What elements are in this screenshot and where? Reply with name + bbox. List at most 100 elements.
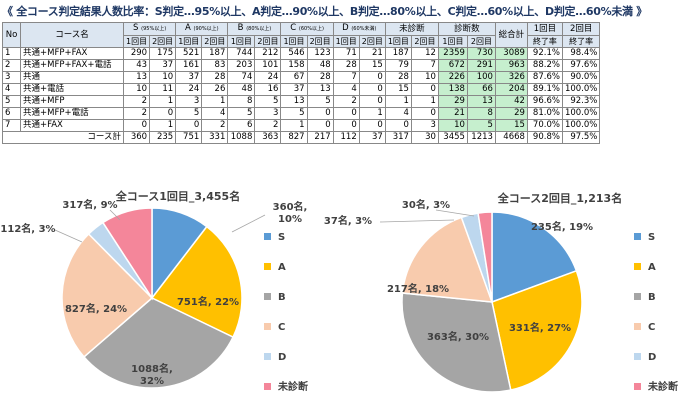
leader-line-5 xyxy=(109,209,121,221)
header-no: No xyxy=(2,22,21,48)
legend-label-2: B xyxy=(278,292,286,303)
cell-value: 175 xyxy=(149,47,177,60)
pie-slice-2 xyxy=(82,297,235,389)
cell-value: 0 xyxy=(410,83,439,96)
legend-swatch-3 xyxy=(264,323,271,330)
data-label-3: 217名, 18% xyxy=(387,282,449,295)
cell-value: 1 xyxy=(201,95,229,108)
cell-value: 4 xyxy=(201,107,229,120)
cell-value: 16 xyxy=(254,83,282,96)
cell-value: 6 xyxy=(227,119,256,132)
cell-value: 2359 xyxy=(437,47,468,60)
pie-slice-1 xyxy=(150,225,243,339)
row-course-name: 共通 xyxy=(20,71,124,84)
legend-label-3: C xyxy=(278,322,285,333)
cell-value: 3089 xyxy=(494,47,528,60)
cell-value: 79 xyxy=(384,59,412,72)
table-row: 1 共通+MFP+FAX 290 175 521 187 744 212 546 123 71 21 1… xyxy=(2,47,601,60)
cell-value: 3 xyxy=(410,119,439,132)
cell-value: 158 xyxy=(280,59,308,72)
cell-value: 5 xyxy=(306,95,334,108)
data-label-0: 360名, 10% xyxy=(273,200,308,225)
cell-value: 7 xyxy=(410,59,439,72)
cell-value: 1 xyxy=(149,119,177,132)
data-label-5: 30名, 3% xyxy=(402,198,450,211)
header-group-c: C (60%以上) xyxy=(280,22,334,36)
cell-value: 2 xyxy=(254,119,282,132)
header-rate-r1: 1回目 xyxy=(526,22,563,36)
header-total: 総合計 xyxy=(494,22,528,48)
cell-value: 0 xyxy=(358,119,386,132)
cell-value: 4668 xyxy=(494,131,528,144)
cell-value: 4 xyxy=(384,107,412,120)
data-label-1: 331名, 27% xyxy=(509,321,571,334)
cell-value: 24 xyxy=(175,83,203,96)
legend-swatch-2 xyxy=(264,293,271,300)
cell-value: 100.0% xyxy=(561,119,601,132)
cell-value: 28 xyxy=(306,71,334,84)
cell-value: 0 xyxy=(149,107,177,120)
cell-value: 13 xyxy=(306,83,334,96)
subheader-round2: 2回目 xyxy=(254,35,282,48)
cell-value: 100.0% xyxy=(561,107,601,120)
data-label-5: 317名, 9% xyxy=(62,198,117,211)
subheader-round2: 2回目 xyxy=(149,35,177,48)
cell-value: 0 xyxy=(358,95,386,108)
pie-slice-3 xyxy=(401,216,494,303)
row-course-name: 共通+電話 xyxy=(20,83,124,96)
row-course-name: 共通+MFP+FAX+電話 xyxy=(20,59,124,72)
chart-title: 全コース2回目_1,213名 xyxy=(497,191,622,205)
cell-value: 74 xyxy=(227,71,256,84)
cell-value: 13 xyxy=(122,71,151,84)
cell-value: 2 xyxy=(201,119,229,132)
cell-value: 3 xyxy=(175,95,203,108)
legend-label-5: 未診断 xyxy=(647,380,678,393)
legend-swatch-4 xyxy=(264,353,271,360)
cell-value: 21 xyxy=(437,107,468,120)
cell-value: 291 xyxy=(466,59,496,72)
legend-swatch-2 xyxy=(634,293,641,300)
cell-value: 100.0% xyxy=(561,83,601,96)
cell-value: 8 xyxy=(466,107,496,120)
subheader-round1: 1回目 xyxy=(332,35,360,48)
cell-value: 81.0% xyxy=(526,107,563,120)
cell-value: 5 xyxy=(280,107,308,120)
cell-value: 217 xyxy=(306,131,334,144)
results-table: No コース名 S (95%以上) A (90%以上) B (80%以上) C … xyxy=(2,22,601,144)
cell-value: 90.0% xyxy=(561,71,601,84)
pie-chart-round2: 全コース2回目_1,213名 235名, 19% 331名, 27% 363名, 30… xyxy=(324,191,678,393)
data-label-4: 37名, 3% xyxy=(324,214,372,227)
pie-slice-3 xyxy=(61,232,154,358)
header-group-s: S (95%以上) xyxy=(122,22,177,36)
page-title: 《 全コース判定結果人数比率：S判定…95%以上、A判定…90%以上、B判定…8… xyxy=(2,5,647,18)
leader-line-4 xyxy=(379,219,455,223)
cell-value: 3 xyxy=(254,107,282,120)
header-group-a: A (90%以上) xyxy=(175,22,229,36)
cell-value: 331 xyxy=(201,131,229,144)
cell-value: 15 xyxy=(358,59,386,72)
header-group-d: D (60%未満) xyxy=(332,22,386,36)
cell-value: 89.1% xyxy=(526,83,563,96)
cell-value: 317 xyxy=(384,131,412,144)
table-row: 5 共通+MFP 2 1 3 1 8 5 13 5 2 0 1 1 29 13 42 96.6% 92.3% xyxy=(2,95,601,108)
cell-value: 0 xyxy=(358,83,386,96)
header-group-undiagnosed: 未診断 xyxy=(384,22,439,36)
chart-title: 全コース1回目_3,455名 xyxy=(115,189,240,203)
cell-value: 1 xyxy=(149,95,177,108)
cell-value: 360 xyxy=(122,131,151,144)
cell-value: 5 xyxy=(175,107,203,120)
row-no: 5 xyxy=(2,95,21,108)
cell-value: 11 xyxy=(149,83,177,96)
row-no: 7 xyxy=(2,119,21,132)
cell-value: 37 xyxy=(358,131,386,144)
cell-value: 24 xyxy=(254,71,282,84)
cell-value: 751 xyxy=(175,131,203,144)
pie-slice-5 xyxy=(477,211,493,303)
subheader-completion-rate: 終了率 xyxy=(526,35,563,48)
cell-value: 290 xyxy=(122,47,151,60)
total-label: コース計 xyxy=(2,131,124,144)
header-group-diagnosed: 診断数 xyxy=(437,22,496,36)
pie-slice-0 xyxy=(491,211,578,304)
header-group-b: B (80%以上) xyxy=(227,22,282,36)
cell-value: 5 xyxy=(466,119,496,132)
